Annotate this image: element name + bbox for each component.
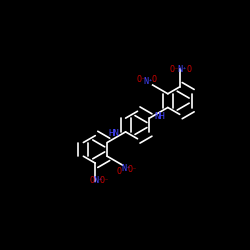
Text: N⁺: N⁺ [178,65,188,74]
Text: HN: HN [108,129,119,138]
Text: O⁻: O⁻ [128,165,138,174]
Text: NH: NH [154,112,165,121]
Text: O: O [89,176,94,185]
Text: O⁻: O⁻ [136,75,146,84]
Text: O: O [117,167,122,176]
Text: N⁺: N⁺ [121,164,131,173]
Text: O: O [152,75,156,84]
Text: O: O [187,65,192,74]
Text: N⁺: N⁺ [93,176,103,185]
Text: O⁻: O⁻ [100,176,110,185]
Text: N⁺: N⁺ [143,78,153,86]
Text: O⁻: O⁻ [170,65,180,74]
